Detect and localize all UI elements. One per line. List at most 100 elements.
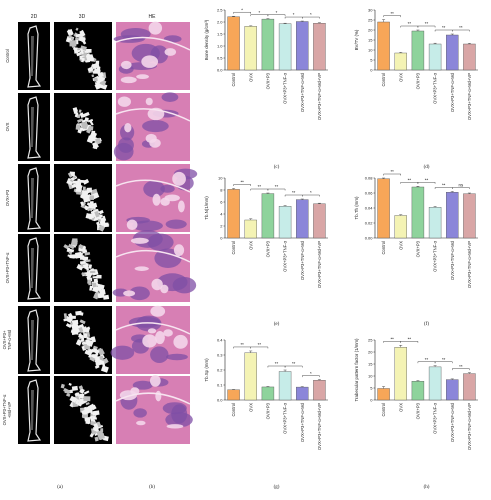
bar — [446, 379, 459, 401]
y-tick-label: 0.4 — [217, 337, 223, 342]
significance-bracket — [434, 361, 453, 364]
y-tick-label: 5 — [370, 57, 373, 62]
bar — [261, 18, 275, 71]
category-label: OVX+P3 — [415, 72, 420, 89]
significance-label: ** — [258, 184, 262, 189]
significance-label: * — [293, 12, 295, 17]
significance-bracket — [383, 15, 401, 18]
significance-label: ** — [275, 361, 279, 366]
bar — [377, 178, 390, 239]
significance-label: ** — [240, 342, 244, 347]
femur-2d-image — [18, 376, 50, 444]
trabecular-3d-image — [54, 22, 112, 90]
significance-bracket — [267, 14, 286, 17]
category-label: OVX+P3+TNF-α+Md — [300, 240, 305, 280]
chart-panel-h: 0 5 10 15 20 25 Trabecular pattern factor (1/m… — [354, 336, 478, 490]
y-axis-label: BV/TV (%) — [354, 29, 359, 50]
significance-bracket — [250, 14, 269, 17]
category-label: OVX — [398, 73, 403, 82]
y-tick-label: 2.5 — [217, 7, 223, 12]
significance-bracket — [302, 16, 320, 19]
category-label: OVX+P3+TNF-α+Md — [300, 72, 305, 112]
significance-bracket — [417, 25, 436, 28]
micro-ct-and-he-image-grid: Control OVX OVX+P3 OVX+P3+TNF-α OVX+P3+TNF-α… — [2, 21, 198, 444]
femur-2d-image — [18, 93, 50, 161]
bar — [377, 21, 390, 71]
significance-label: ** — [459, 25, 463, 30]
y-tick-label: 15 — [368, 37, 373, 42]
y-tick-label: 1.0 — [217, 43, 223, 48]
panel-label-e: (e) — [274, 322, 280, 327]
bar — [463, 373, 476, 401]
significance-label: ** — [442, 357, 446, 362]
panel-label-c: (c) — [274, 165, 280, 170]
significance-bracket — [250, 188, 269, 191]
category-label: OVX+P3 — [265, 72, 270, 89]
category-label: Control — [231, 241, 236, 255]
category-label: OVX+P3+TNF-α+Md — [450, 402, 455, 442]
bar — [278, 23, 292, 71]
he-stained-section-image — [113, 21, 191, 90]
significance-label: ** — [442, 183, 446, 188]
category-label: OVX+P3+TNF-α — [283, 240, 288, 271]
significance-bracket — [434, 187, 453, 189]
trabecular-3d-image — [54, 306, 112, 374]
y-tick-label: 25 — [368, 17, 373, 22]
category-label: OVX+P3+TNF-α+Md+VP — [467, 241, 472, 288]
bar — [411, 381, 425, 401]
category-label: OVX+P3+TNF-α — [433, 240, 438, 271]
y-tick-label: 1.5 — [217, 31, 223, 36]
category-label: OVX — [248, 241, 253, 250]
category-label: Control — [231, 403, 236, 417]
bar — [313, 23, 326, 71]
y-tick-label: 10 — [368, 47, 373, 52]
bar — [261, 386, 275, 401]
bar — [296, 386, 309, 401]
significance-label: ** — [390, 11, 394, 16]
category-label: OVX+P3 — [415, 402, 420, 419]
row-label: OVX+P3+TNF-α+Md+VP — [2, 394, 12, 425]
y-tick-label: 2 — [220, 223, 223, 228]
panel-label-f: (f) — [424, 322, 429, 327]
femur-2d-image — [18, 22, 50, 90]
significance-bracket — [250, 346, 269, 349]
bar — [377, 388, 390, 401]
significance-bracket — [233, 184, 251, 186]
bar — [244, 26, 257, 71]
category-label: OVX+P3+TNF-α — [433, 402, 438, 433]
y-tick-label: 6 — [220, 199, 223, 204]
bar — [463, 43, 476, 71]
bar — [244, 352, 257, 401]
category-label: OVX+P3+TNF-α — [433, 72, 438, 103]
significance-label: ** — [408, 336, 412, 341]
bar — [278, 205, 292, 239]
y-tick-label: 0 — [370, 67, 373, 72]
bar — [227, 389, 240, 401]
chart-panel-d: 0 5 10 15 20 25 30 BV/TV (%) Control OVX OVX+P3 OVX… — [354, 7, 478, 170]
y-tick-label: 0.08 — [365, 175, 374, 180]
category-label: OVX — [248, 73, 253, 82]
row-label: OVX+P3 — [5, 189, 10, 206]
y-tick-label: 0.04 — [365, 205, 374, 210]
chart-panel-g: 0.0 0.1 0.2 0.3 0.4 Tb.Sp (mm) Control OVX OVX+P… — [204, 337, 328, 490]
category-label: OVX+P3+TNF-α+Md+VP — [317, 241, 322, 288]
y-axis-label: Trabecular pattern factor (1/mm) — [354, 338, 359, 402]
panel-label-a: (a) — [57, 485, 63, 490]
trabecular-3d-image — [54, 93, 112, 161]
significance-bracket — [284, 16, 303, 19]
bar — [227, 16, 240, 71]
y-tick-label: 4 — [220, 211, 223, 216]
bar — [313, 380, 326, 401]
significance-label: * — [241, 7, 243, 12]
row-label: Control — [5, 49, 10, 63]
significance-bracket — [302, 194, 320, 197]
y-tick-label: 10 — [368, 373, 373, 378]
significance-bracket — [284, 194, 303, 197]
column-header-2d: 2D — [31, 14, 38, 20]
y-axis-label: Tb.Th (mm) — [354, 196, 359, 219]
y-axis-label: Tb.Sp (mm) — [204, 358, 209, 382]
y-tick-label: 5 — [370, 385, 373, 390]
category-label: OVX+P3+TNF-α+Md — [300, 402, 305, 442]
y-tick-label: 20 — [368, 27, 373, 32]
